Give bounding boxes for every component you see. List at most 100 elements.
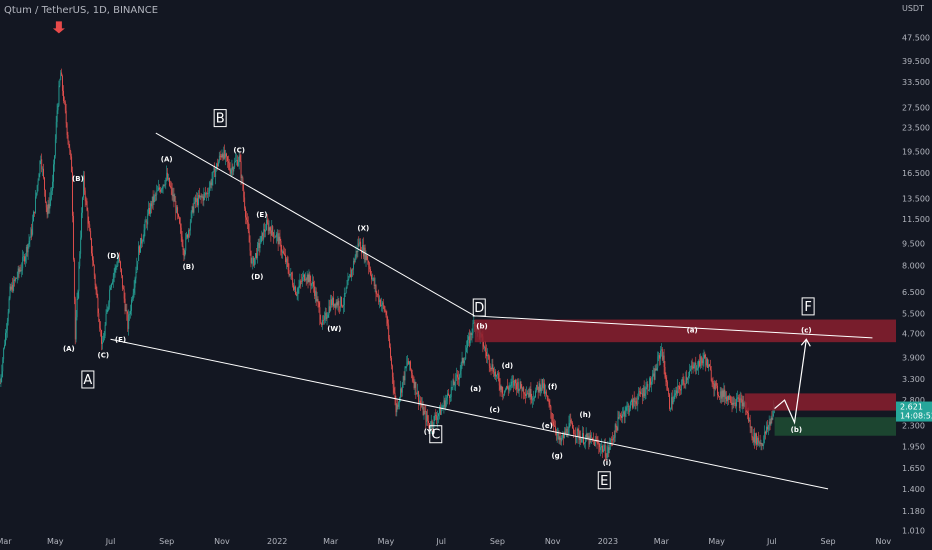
candle-body bbox=[123, 289, 125, 299]
candle-body bbox=[702, 358, 704, 364]
candle-body bbox=[27, 244, 29, 253]
candle-body bbox=[536, 384, 537, 391]
candle-body bbox=[252, 257, 254, 263]
candle-body bbox=[152, 196, 154, 203]
candle-body bbox=[251, 262, 253, 264]
candle-body bbox=[272, 226, 274, 233]
candle-body bbox=[281, 251, 283, 253]
candle-body bbox=[308, 274, 310, 283]
candle-body bbox=[161, 188, 163, 190]
candle-body bbox=[298, 285, 300, 289]
candle-body bbox=[0, 377, 2, 384]
candle-body bbox=[470, 332, 472, 336]
candle-body bbox=[114, 266, 116, 273]
candle-body bbox=[211, 179, 213, 186]
candle-body bbox=[665, 377, 667, 383]
candle-body bbox=[243, 189, 245, 198]
candle-body bbox=[151, 196, 153, 207]
candle-body bbox=[748, 420, 750, 422]
candle-body bbox=[425, 411, 427, 422]
candle-body bbox=[766, 426, 767, 434]
candle-body bbox=[344, 293, 346, 294]
candle-body bbox=[101, 329, 102, 344]
wave-box-label: C bbox=[431, 428, 440, 443]
candle-body bbox=[175, 201, 177, 213]
candle-body bbox=[319, 307, 321, 320]
candle-body bbox=[55, 121, 57, 140]
candle-body bbox=[634, 401, 636, 402]
candle-body bbox=[736, 398, 738, 407]
candle-body bbox=[671, 397, 672, 409]
candle-body bbox=[121, 268, 122, 276]
candle-body bbox=[322, 320, 324, 326]
candle-body bbox=[299, 281, 301, 286]
candle-body bbox=[310, 281, 312, 286]
candle-body bbox=[424, 411, 426, 412]
candle-body bbox=[557, 432, 559, 434]
candle-body bbox=[306, 274, 308, 280]
candle-body bbox=[690, 369, 691, 371]
candle-body bbox=[614, 424, 616, 438]
candle-body bbox=[595, 439, 597, 441]
candle-body bbox=[446, 397, 448, 401]
candle-body bbox=[170, 187, 172, 189]
candle-body bbox=[326, 317, 328, 319]
candle-body bbox=[689, 370, 690, 377]
candle-body bbox=[190, 211, 192, 223]
wave-box bbox=[597, 471, 611, 490]
wave-label: (b) bbox=[476, 322, 487, 330]
candle-body bbox=[39, 160, 41, 175]
candle-body bbox=[195, 197, 197, 202]
candle-body bbox=[240, 161, 242, 179]
candle-body bbox=[305, 279, 307, 280]
candle-body bbox=[751, 427, 753, 438]
candle-body bbox=[346, 285, 348, 289]
candle-body bbox=[362, 245, 364, 257]
candle-body bbox=[32, 221, 34, 235]
candle-body bbox=[436, 418, 438, 420]
sell-arrow-icon bbox=[52, 21, 65, 34]
candle-body bbox=[367, 260, 369, 263]
candle-body bbox=[262, 232, 264, 240]
candle-body bbox=[412, 378, 414, 382]
candle-body bbox=[25, 247, 27, 257]
candle-body bbox=[682, 379, 684, 381]
candle-body bbox=[655, 368, 657, 371]
candle-body bbox=[72, 172, 73, 216]
candle-body bbox=[18, 268, 20, 272]
candle-body bbox=[66, 123, 68, 135]
candle-body bbox=[763, 437, 765, 445]
candle-body bbox=[157, 190, 159, 192]
candle-body bbox=[456, 374, 458, 376]
candle-body bbox=[23, 256, 25, 258]
projection-arrowhead bbox=[800, 338, 811, 347]
candle-body bbox=[334, 303, 336, 308]
candle-body bbox=[178, 214, 179, 218]
candle-body bbox=[304, 279, 306, 281]
candle-body bbox=[447, 393, 449, 398]
candle-body bbox=[419, 400, 420, 403]
candle-body bbox=[93, 265, 95, 276]
candle-body bbox=[647, 384, 649, 391]
candle-body bbox=[264, 229, 266, 232]
candle-body bbox=[661, 349, 662, 351]
candle-body bbox=[147, 213, 149, 225]
candle-body bbox=[533, 398, 535, 399]
candle-body bbox=[269, 227, 271, 231]
candle-body bbox=[70, 150, 72, 157]
candle-body bbox=[443, 400, 445, 407]
candle-body bbox=[613, 437, 614, 441]
candle-body bbox=[380, 299, 381, 307]
candle-body bbox=[497, 373, 499, 379]
candle-body bbox=[285, 258, 287, 262]
candle-body bbox=[296, 293, 298, 296]
candle-body bbox=[303, 274, 304, 278]
candle-body bbox=[270, 230, 272, 236]
symbol-title[interactable]: Qtum / TetherUS, 1D, BINANCE bbox=[4, 5, 159, 16]
candle-body bbox=[523, 387, 525, 394]
candle-body bbox=[61, 72, 63, 76]
candle-body bbox=[223, 150, 225, 159]
wave-label: (e) bbox=[542, 422, 553, 430]
candle-body bbox=[612, 439, 613, 441]
candle-body bbox=[381, 304, 382, 307]
